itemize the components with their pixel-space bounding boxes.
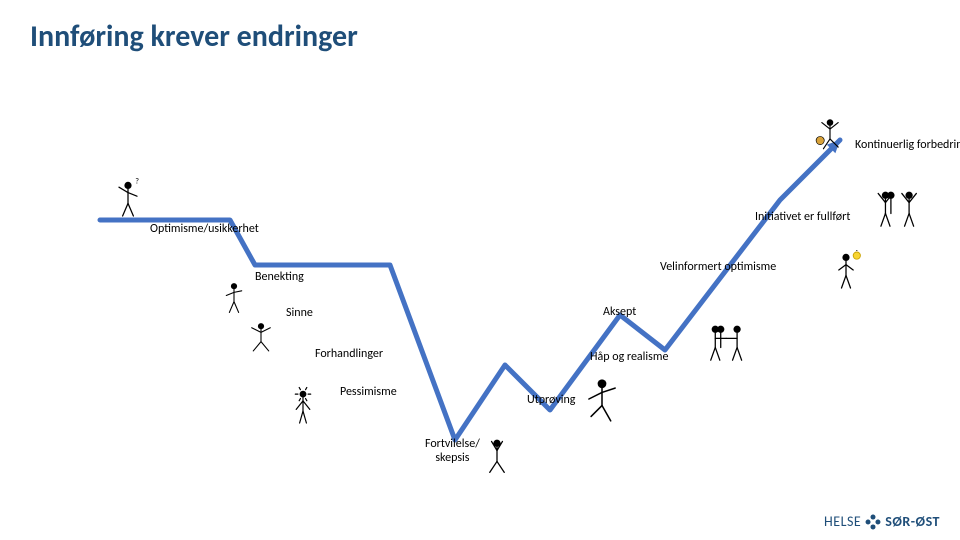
try-icon [580,375,624,423]
logo-text-sorost: SØR-ØST [885,513,940,530]
label-kontinuerlig: Kontinuerlig forbedring [855,138,960,152]
confused-icon: ? [110,178,146,218]
label-haap: Håp og realisme [590,350,668,364]
svg-text:?: ? [135,178,139,187]
curve-line [60,100,900,480]
label-forhandlinger: Forhandlinger [315,347,383,361]
hope-icon [700,322,756,362]
label-utproving: Utprøving [527,393,575,407]
label-pessimisme: Pessimisme [340,385,397,399]
celebrate-icon [870,188,930,228]
change-curve-diagram: Kontinuerlig forbedringInitiativet er fu… [60,100,900,480]
label-optimisme: Optimisme/usikkerhet [150,222,259,236]
logo-text-helse: HELSE [824,513,861,530]
anger-icon [242,320,280,354]
label-benekting: Benekting [255,270,304,284]
goal-icon [810,116,850,152]
deny-icon [218,280,250,314]
slide-title: Innføring krever endringer [30,18,358,55]
label-initiativet: Initiativet er fullført [755,210,850,224]
footer-logo: HELSE SØR-ØST [824,513,940,530]
label-sinne: Sinne [286,306,313,320]
label-aksept: Aksept [603,305,636,319]
pessimism-icon [286,386,320,426]
label-fortvilelse: Fortvilelse/ skepsis [425,437,480,465]
logo-dots-icon [865,513,882,530]
lightbulb-icon [828,250,864,290]
despair-icon [478,436,516,476]
label-velinformert: Velinformert optimisme [660,260,776,274]
